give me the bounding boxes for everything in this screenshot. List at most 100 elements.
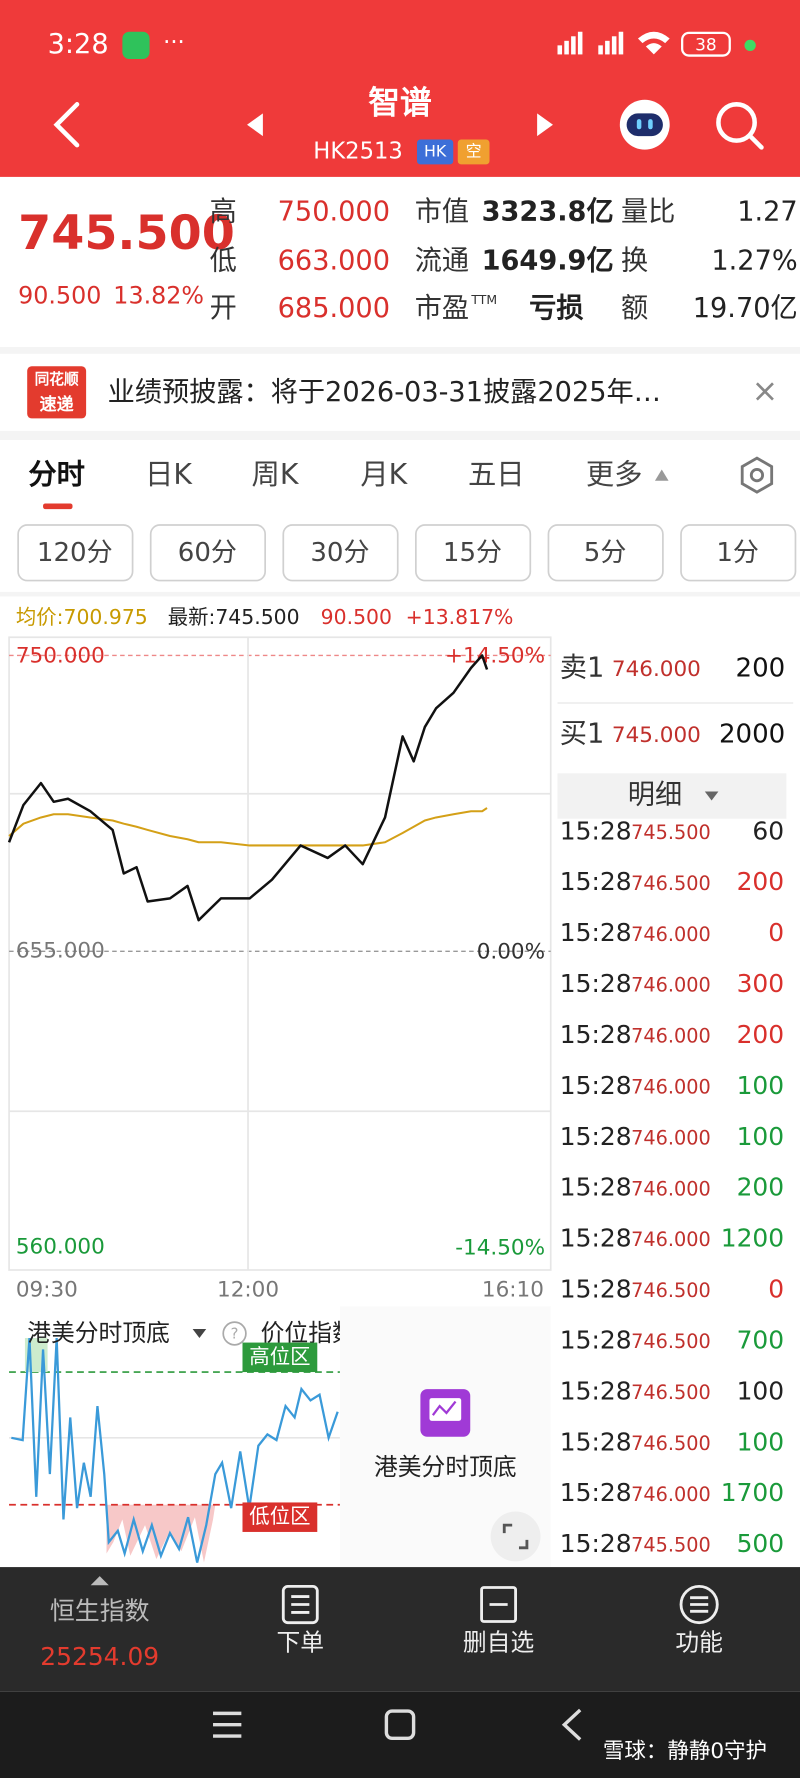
expand-button[interactable] xyxy=(490,1511,541,1562)
trade-time: 15:28 xyxy=(560,1122,632,1151)
order-book: 卖1 746.000 200 买1 745.000 2000 xyxy=(560,653,785,750)
stat-label: 高 xyxy=(210,197,237,228)
index-name[interactable]: 恒生指数 xyxy=(50,1596,150,1625)
trade-time: 15:28 xyxy=(560,1071,632,1100)
trade-time: 15:28 xyxy=(560,1325,632,1354)
period-label[interactable]: 120分 xyxy=(37,538,113,568)
tab[interactable]: 周K xyxy=(252,458,300,491)
stat-label: 量比 xyxy=(621,197,675,228)
status-dot xyxy=(744,39,756,52)
price-line xyxy=(7,654,489,922)
stat-label: 流通 xyxy=(415,245,469,276)
settings-icon-center xyxy=(749,468,765,483)
trade-price: 746.500 xyxy=(631,1381,711,1404)
low-zone-badge xyxy=(242,1502,318,1532)
back-button[interactable] xyxy=(53,102,80,148)
tab[interactable]: 日K xyxy=(145,458,193,491)
tab[interactable]: 更多 xyxy=(586,458,643,491)
trade-price: 746.000 xyxy=(631,1177,711,1200)
stat-value: 1.27% xyxy=(711,245,797,276)
trade-volume: 0 xyxy=(768,1275,784,1304)
period-label[interactable]: 60分 xyxy=(178,538,237,568)
short-badge: 空 xyxy=(466,141,482,160)
status-time: 3:28 xyxy=(48,29,109,60)
trade-time: 15:28 xyxy=(560,1427,632,1456)
notice-logo xyxy=(27,366,87,419)
period-label[interactable]: 15分 xyxy=(443,538,502,568)
trade-time: 15:28 xyxy=(560,1020,632,1049)
tab[interactable]: 分时 xyxy=(28,458,85,491)
nav-item[interactable]: 删自选 xyxy=(463,1629,534,1657)
nav-item[interactable]: 功能 xyxy=(675,1629,723,1657)
stat-label: 开 xyxy=(210,293,237,324)
book-label: 买1 xyxy=(560,718,604,749)
avg-price: 均价:700.975 xyxy=(16,605,148,629)
help-icon[interactable] xyxy=(222,1321,247,1346)
more-arrow xyxy=(654,469,669,481)
period-button[interactable] xyxy=(17,524,134,582)
trade-time: 15:28 xyxy=(560,1529,632,1558)
trade-price: 746.000 xyxy=(631,1228,711,1251)
avg-line xyxy=(8,807,488,847)
detail-title[interactable]: 明细 xyxy=(628,780,682,811)
period-button[interactable] xyxy=(547,524,664,582)
y2-tick-label: +14.50% xyxy=(445,644,545,669)
expand-icon xyxy=(502,1523,529,1550)
book-price: 745.000 xyxy=(612,723,701,748)
latest-change: 90.500 xyxy=(321,605,392,629)
trade-time: 15:28 xyxy=(560,1478,632,1507)
trade-volume: 60 xyxy=(752,816,784,845)
trade-price: 746.500 xyxy=(631,872,711,895)
period-label[interactable]: 5分 xyxy=(584,538,627,568)
x-tick-label: 16:10 xyxy=(482,1277,544,1302)
bottom-nav-bg xyxy=(0,1567,800,1692)
market-badge-bg xyxy=(416,139,454,165)
system-nav xyxy=(213,1708,582,1741)
period-button[interactable] xyxy=(415,524,532,582)
y-tick-label: 750.000 xyxy=(16,644,105,669)
trade-price: 746.500 xyxy=(631,1432,711,1455)
nav-item[interactable]: 下单 xyxy=(276,1629,324,1657)
promo-text[interactable]: 港美分时顶底 xyxy=(374,1453,517,1481)
prev-stock[interactable] xyxy=(247,113,263,137)
stat-value: 1.27 xyxy=(737,197,798,228)
wechat-icon xyxy=(122,31,150,59)
trade-volume: 200 xyxy=(737,1020,785,1049)
stock-code: HK2513 xyxy=(313,138,403,164)
latest-price: 最新:745.500 xyxy=(168,605,300,629)
trade-volume: 100 xyxy=(737,1122,785,1151)
period-label[interactable]: 30分 xyxy=(310,538,369,568)
divider xyxy=(0,346,800,354)
divider xyxy=(0,430,800,440)
stat-value: 19.70亿 xyxy=(693,293,798,324)
next-stock[interactable] xyxy=(537,113,553,137)
tab[interactable]: 月K xyxy=(360,458,408,491)
trade-price: 746.500 xyxy=(631,1279,711,1302)
period-button[interactable] xyxy=(680,524,797,582)
search-button[interactable] xyxy=(716,102,764,150)
period-button[interactable] xyxy=(149,524,267,582)
period-label[interactable]: 1分 xyxy=(716,538,759,568)
notice-text[interactable]: 业绩预披露：将于2026-03-31披露2025年… xyxy=(108,377,661,408)
nav-items: 下单 删自选 功能 xyxy=(276,1629,722,1657)
stat-value: 663.000 xyxy=(278,245,390,276)
trade-time: 15:28 xyxy=(560,867,632,896)
trade-price: 746.000 xyxy=(631,1126,711,1149)
book-volume: 200 xyxy=(736,654,786,684)
index-value: 25254.09 xyxy=(40,1642,159,1671)
notice-close[interactable]: × xyxy=(752,373,779,409)
settings-icon[interactable] xyxy=(740,456,774,494)
tab-bar: 分时 日K 周K 月K 五日 更多 xyxy=(28,458,642,491)
watermark: 雪球：静静0守护 xyxy=(603,1739,767,1764)
trade-time: 15:28 xyxy=(560,1224,632,1253)
battery-frame xyxy=(681,31,731,57)
indicator-name[interactable]: 港美分时顶底 xyxy=(27,1319,170,1347)
trade-volume: 100 xyxy=(737,1376,785,1405)
status-more: ··· xyxy=(163,30,185,56)
period-button[interactable] xyxy=(282,524,399,582)
stat-label: 市值 xyxy=(415,197,469,228)
tab[interactable]: 五日 xyxy=(468,458,525,491)
robot-icon[interactable] xyxy=(619,99,670,150)
y2-tick-label: -14.50% xyxy=(455,1235,545,1260)
